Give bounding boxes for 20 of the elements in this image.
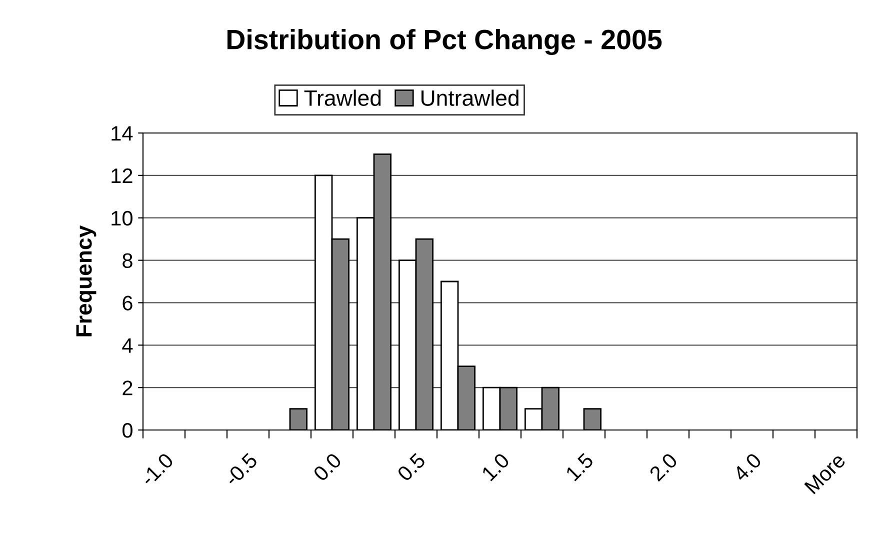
y-tick-label: 4 [122,338,133,353]
x-tick-label: 0.0 [312,452,342,482]
x-tick-label: 0.5 [396,452,426,482]
y-tick-label: 10 [112,210,132,226]
x-tick-label: 4.0 [732,452,762,482]
y-axis-title: Frequency [76,225,96,336]
y-tick-label: 8 [122,253,132,268]
x-tick-label: 1.0 [481,452,510,482]
x-tick-label: -0.5 [224,452,258,487]
y-tick-label: 0 [122,423,132,438]
x-tick-label: -1.0 [140,452,174,487]
x-tick-label: 1.5 [565,452,594,482]
legend-label: Trawled [304,90,381,106]
y-tick-label: 6 [122,296,132,310]
legend-label: Untrawled [422,90,518,106]
x-tick-label: 2.0 [648,452,678,482]
y-tick-label: 2 [122,380,132,396]
chart-title: Distribution of Pct Change - 2005 [227,28,662,56]
y-tick-label: 12 [112,168,132,183]
y-tick-label: 14 [112,126,133,141]
